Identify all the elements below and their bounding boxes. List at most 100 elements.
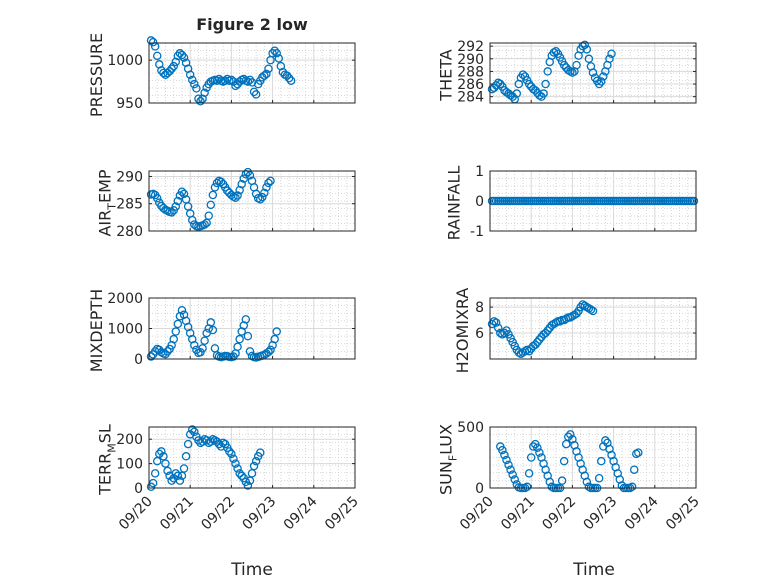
- data-point: [229, 454, 238, 463]
- data-point: [196, 97, 205, 106]
- data-point: [533, 337, 542, 347]
- data-point: [524, 79, 534, 89]
- y-tick-label: 290: [457, 52, 484, 68]
- data-point: [262, 69, 271, 79]
- data-point: [249, 87, 259, 97]
- data-point: [247, 469, 257, 478]
- data-point: [179, 189, 189, 199]
- data-point: [165, 67, 174, 76]
- data-point: [514, 348, 524, 357]
- data-point: [198, 344, 207, 353]
- data-point: [163, 466, 172, 476]
- y-tick-label: 950: [116, 96, 143, 112]
- x-axis-label-right: Time: [572, 560, 615, 580]
- axes-box: [148, 42, 356, 104]
- data-point: [245, 476, 255, 485]
- data-point: [629, 465, 639, 474]
- y-axis-label-2: AIRTEMP: [95, 169, 118, 236]
- data-point: [227, 449, 236, 459]
- data-point: [179, 464, 189, 473]
- y-tick-label: 286: [457, 77, 484, 93]
- data-point: [208, 325, 218, 335]
- data-point: [152, 194, 162, 203]
- data-point: [241, 315, 251, 324]
- y-axis-label-1: THETA: [436, 49, 455, 101]
- data-point: [200, 336, 209, 345]
- data-point: [559, 60, 569, 70]
- data-point: [504, 460, 513, 470]
- data-point: [225, 447, 234, 456]
- data-point: [533, 443, 542, 452]
- data-point: [190, 427, 199, 437]
- axes-box: [148, 170, 356, 232]
- data-point: [264, 64, 273, 73]
- data-point: [157, 447, 166, 456]
- data-point: [531, 86, 540, 95]
- data-point: [272, 49, 281, 58]
- data-point: [535, 335, 544, 344]
- data-point: [200, 220, 209, 229]
- data-point: [194, 436, 203, 445]
- data-point: [270, 46, 279, 55]
- data-point: [255, 448, 265, 457]
- data-point: [502, 455, 511, 465]
- data-point: [605, 54, 614, 64]
- data-point: [508, 470, 517, 479]
- data-point: [262, 183, 271, 192]
- data-point: [167, 208, 176, 217]
- data-point: [212, 76, 222, 85]
- data-point: [146, 352, 156, 361]
- data-point: [270, 334, 279, 344]
- data-point: [206, 318, 216, 327]
- data-point: [559, 456, 569, 466]
- y-tick-label: 280: [116, 224, 143, 240]
- y-tick-label: 0: [475, 481, 484, 497]
- data-point: [169, 61, 178, 71]
- data-point: [564, 65, 573, 75]
- data-point: [264, 178, 273, 188]
- data-point: [161, 459, 170, 468]
- data-point: [282, 71, 292, 80]
- data-point: [535, 91, 544, 100]
- data-point: [177, 471, 187, 481]
- data-point: [243, 77, 253, 86]
- data-point: [566, 430, 575, 439]
- data-point: [539, 89, 548, 98]
- data-point: [491, 81, 501, 90]
- data-point: [572, 60, 581, 70]
- data-point: [498, 445, 507, 455]
- data-point: [159, 452, 168, 461]
- data-point: [522, 482, 532, 492]
- data-point: [198, 437, 207, 446]
- data-point: [188, 425, 197, 434]
- y-axis-label-5: H2OMIXRA: [453, 288, 472, 374]
- data-point: [487, 319, 497, 329]
- data-point: [214, 439, 224, 449]
- x-axis-label-left: Time: [230, 560, 273, 580]
- y-tick-label: 292: [457, 39, 484, 55]
- data-point: [260, 71, 269, 80]
- data-point: [206, 200, 216, 210]
- data-point: [588, 306, 598, 316]
- data-point: [175, 476, 185, 485]
- data-point: [594, 473, 604, 483]
- data-point: [210, 183, 220, 192]
- data-point: [152, 51, 162, 61]
- data-point: [251, 456, 261, 466]
- y-tick-label: 200: [116, 432, 143, 448]
- y-tick-label: 6: [475, 326, 484, 342]
- data-point: [274, 54, 284, 63]
- data-point: [227, 75, 236, 85]
- data-point: [243, 481, 253, 490]
- data-point: [500, 450, 509, 460]
- data-point: [584, 54, 594, 64]
- axes-box: [489, 297, 697, 360]
- data-point: [601, 436, 610, 445]
- y-tick-label: 100: [116, 457, 143, 473]
- y-tick-label: 0: [134, 352, 143, 368]
- y-tick-label: 0: [475, 194, 484, 210]
